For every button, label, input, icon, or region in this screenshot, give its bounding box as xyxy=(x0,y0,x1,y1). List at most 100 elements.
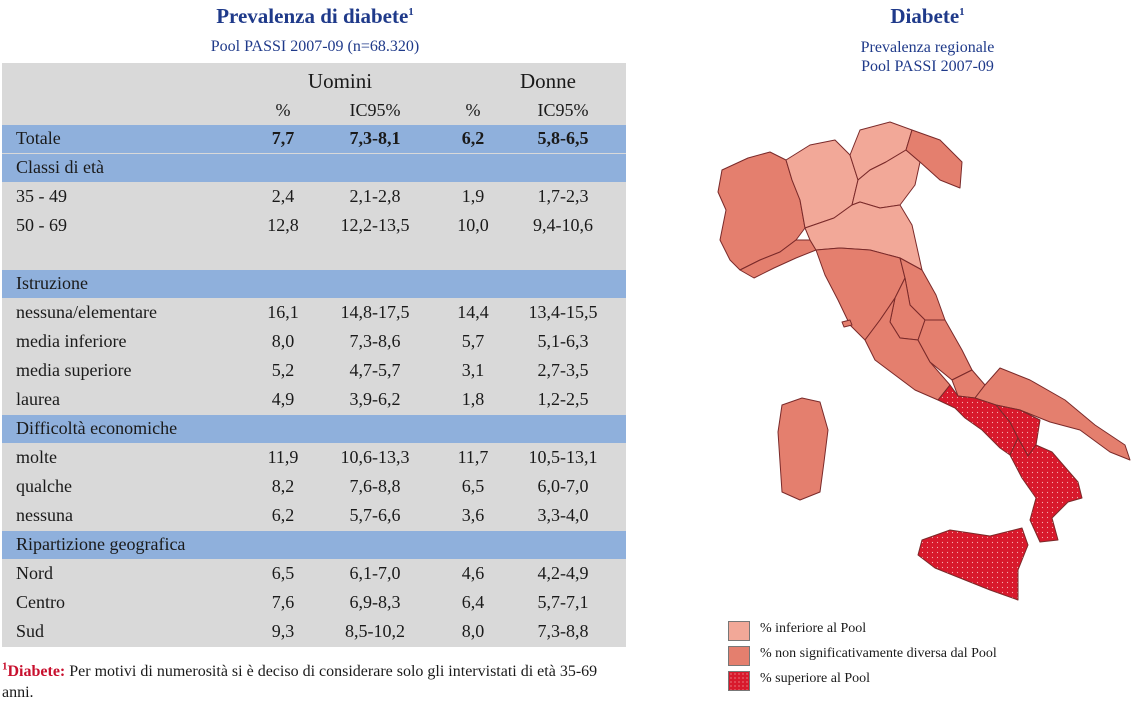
map-subtitle: Prevalenza regionale Pool PASSI 2007-09 xyxy=(860,39,995,75)
row-label: media inferiore xyxy=(16,331,127,351)
footnote-text: Per motivi di numerosità si è deciso di … xyxy=(2,663,598,701)
section-header: Classi di età xyxy=(2,154,626,182)
cell-men-pct: 4,9 xyxy=(271,389,295,409)
region-sardegna xyxy=(777,397,829,501)
row-label: laurea xyxy=(16,389,60,409)
cell-women-ci: 2,7-3,5 xyxy=(537,360,589,380)
table-row: molte 11,9 10,6-13,3 11,7 10,5-13,1 xyxy=(2,444,626,472)
region-sicilia xyxy=(917,527,1029,601)
table-title: Prevalenza di diabete1 xyxy=(216,4,414,28)
table-row: Sud 9,3 8,5-10,2 8,0 7,3-8,8 xyxy=(2,618,626,646)
cell-women-pct: 3,1 xyxy=(461,360,485,380)
table-row: Centro 7,6 6,9-8,3 6,4 5,7-7,1 xyxy=(2,589,626,617)
cell-women-pct: 11,7 xyxy=(457,447,489,467)
row-label: Nord xyxy=(16,563,53,583)
section-label: Difficoltà economiche xyxy=(16,418,178,438)
cell-men-ci: 5,7-6,6 xyxy=(349,505,401,525)
section-label: Classi di età xyxy=(16,157,104,177)
prevalence-table: Uomini Donne % IC95% % IC95% Totale 7,7 7,… xyxy=(2,63,626,647)
cell-men-ci: 4,7-5,7 xyxy=(349,360,401,380)
row-label: nessuna xyxy=(16,505,73,525)
cell-men-pct: 2,4 xyxy=(271,186,295,206)
section-header: Istruzione xyxy=(2,270,626,298)
cell-men-ci: 8,5-10,2 xyxy=(345,621,405,641)
cell-women-ci: 4,2-4,9 xyxy=(537,563,589,583)
legend-label-higher: % superiore al Pool xyxy=(760,671,871,686)
table-row: laurea 4,9 3,9-6,2 1,8 1,2-2,5 xyxy=(2,386,626,414)
island-elba xyxy=(841,319,853,328)
cell-men-ci: 6,1-7,0 xyxy=(349,563,401,583)
row-label: Sud xyxy=(16,621,45,641)
cell-men-pct: 8,0 xyxy=(271,331,295,351)
cell-men-pct: 6,2 xyxy=(271,505,295,525)
table-row: media superiore 5,2 4,7-5,7 3,1 2,7-3,5 xyxy=(2,357,626,385)
table-row: media inferiore 8,0 7,3-8,6 5,7 5,1-6,3 xyxy=(2,328,626,356)
header-group-women: Donne xyxy=(520,69,576,93)
cell-men-ci: 14,8-17,5 xyxy=(340,302,410,322)
legend-swatch-same xyxy=(728,646,750,666)
cell-men-pct: 7,6 xyxy=(271,592,295,612)
cell-women-ci: 5,7-7,1 xyxy=(537,592,589,612)
cell-women-pct: 4,6 xyxy=(461,563,485,583)
cell-men-ci: 6,9-8,3 xyxy=(349,592,401,612)
cell-men-ci: 10,6-13,3 xyxy=(340,447,410,467)
row-label: 50 - 69 xyxy=(16,215,67,235)
header-women-pct: % xyxy=(465,100,481,120)
cell-women-ci: 6,0-7,0 xyxy=(537,476,589,496)
row-label: 35 - 49 xyxy=(16,186,67,206)
cell-men-ci: 7,3-8,1 xyxy=(349,128,401,148)
cell-men-pct: 7,7 xyxy=(271,128,295,148)
cell-women-pct: 1,8 xyxy=(461,389,485,409)
italy-regions-map xyxy=(717,121,1131,601)
footnote: 1Diabete: Per motivi di numerosità si è … xyxy=(2,660,598,701)
cell-women-pct: 6,4 xyxy=(461,592,485,612)
legend-label-same: % non significativamente diversa dal Poo… xyxy=(760,646,997,661)
cell-men-pct: 6,5 xyxy=(271,563,295,583)
cell-women-pct: 8,0 xyxy=(461,621,485,641)
cell-women-pct: 5,7 xyxy=(461,331,485,351)
cell-women-ci: 1,7-2,3 xyxy=(537,186,589,206)
header-group-men: Uomini xyxy=(307,69,373,93)
cell-women-pct: 6,5 xyxy=(461,476,485,496)
cell-men-pct: 5,2 xyxy=(271,360,295,380)
table-row: qualche 8,2 7,6-8,8 6,5 6,0-7,0 xyxy=(2,473,626,501)
section-header: Difficoltà economiche xyxy=(2,415,626,443)
footnote-term: Diabete: xyxy=(7,663,66,680)
region-abruzzo xyxy=(917,319,973,381)
cell-women-ci: 10,5-13,1 xyxy=(528,447,598,467)
cell-men-ci: 3,9-6,2 xyxy=(349,389,401,409)
cell-men-pct: 9,3 xyxy=(271,621,295,641)
header-women-ci: IC95% xyxy=(537,100,589,120)
row-label: media superiore xyxy=(16,360,132,380)
table-row: Nord 6,5 6,1-7,0 4,6 4,2-4,9 xyxy=(2,560,626,588)
table-row: 50 - 69 12,8 12,2-13,5 10,0 9,4-10,6 xyxy=(2,212,626,240)
row-label: Totale xyxy=(16,128,61,148)
cell-men-ci: 2,1-2,8 xyxy=(349,186,401,206)
cell-men-pct: 8,2 xyxy=(271,476,295,496)
section-label: Istruzione xyxy=(16,273,88,293)
cell-women-ci: 3,3-4,0 xyxy=(537,505,589,525)
cell-women-pct: 1,9 xyxy=(461,186,485,206)
table-row: nessuna/elementare 16,1 14,8-17,5 14,4 13,4-… xyxy=(2,299,626,327)
region-calabria xyxy=(1009,437,1083,543)
row-label: nessuna/elementare xyxy=(16,302,157,322)
cell-women-ci: 1,2-2,5 xyxy=(537,389,589,409)
cell-men-pct: 16,1 xyxy=(267,302,299,322)
header-men-pct: % xyxy=(275,100,291,120)
cell-women-ci: 5,1-6,3 xyxy=(537,331,589,351)
total-row: Totale 7,7 7,3-8,1 6,2 5,8-6,5 xyxy=(2,125,626,153)
row-label: Centro xyxy=(16,592,65,612)
cell-men-pct: 11,9 xyxy=(267,447,299,467)
map-title: Diabete1 xyxy=(890,4,965,28)
section-label: Ripartizione geografica xyxy=(16,534,186,554)
table-row: 35 - 49 2,4 2,1-2,8 1,9 1,7-2,3 xyxy=(2,183,626,211)
cell-women-pct: 10,0 xyxy=(457,215,489,235)
table-row: nessuna 6,2 5,7-6,6 3,6 3,3-4,0 xyxy=(2,502,626,530)
cell-women-ci: 7,3-8,8 xyxy=(537,621,589,641)
table-subtitle: Pool PASSI 2007-09 (n=68.320) xyxy=(210,38,420,55)
cell-men-pct: 12,8 xyxy=(267,215,299,235)
cell-men-ci: 7,3-8,6 xyxy=(349,331,401,351)
cell-women-ci: 13,4-15,5 xyxy=(528,302,598,322)
row-label: molte xyxy=(16,447,57,467)
cell-women-pct: 6,2 xyxy=(461,128,485,148)
